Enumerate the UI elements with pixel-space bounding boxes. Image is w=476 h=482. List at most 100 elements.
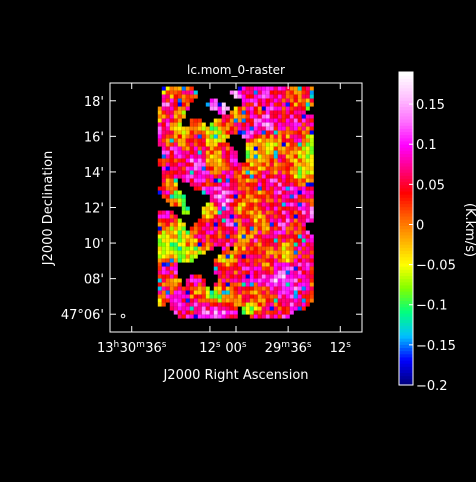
map-pixel	[257, 230, 262, 235]
map-pixel	[257, 290, 262, 295]
map-pixel	[253, 86, 258, 91]
map-pixel	[177, 230, 182, 235]
colorbar-swatch	[399, 228, 413, 233]
map-pixel	[273, 222, 278, 227]
map-pixel	[173, 174, 178, 179]
map-pixel	[221, 138, 226, 143]
map-pixel	[189, 286, 194, 291]
map-pixel	[225, 190, 230, 195]
map-pixel	[257, 242, 262, 247]
map-pixel	[169, 118, 174, 123]
map-pixel	[193, 298, 198, 303]
colorbar-tick-label: −0.2	[416, 379, 448, 394]
map-pixel	[201, 250, 206, 255]
map-pixel	[309, 90, 314, 95]
map-pixel	[277, 274, 282, 279]
map-pixel	[245, 174, 250, 179]
map-pixel	[297, 178, 302, 183]
map-pixel	[189, 178, 194, 183]
map-pixel	[309, 130, 314, 135]
map-pixel	[245, 230, 250, 235]
map-pixel	[201, 186, 206, 191]
map-pixel	[233, 126, 238, 131]
map-pixel	[177, 154, 182, 159]
map-pixel	[205, 218, 210, 223]
map-pixel	[281, 210, 286, 215]
map-pixel	[209, 314, 214, 319]
map-pixel	[309, 270, 314, 275]
map-pixel	[257, 118, 262, 123]
map-pixel	[197, 294, 202, 299]
map-pixel	[241, 110, 246, 115]
map-pixel	[173, 250, 178, 255]
map-pixel	[281, 126, 286, 131]
map-pixel	[165, 138, 170, 143]
map-pixel	[225, 150, 230, 155]
map-pixel	[169, 270, 174, 275]
map-pixel	[193, 170, 198, 175]
map-pixel	[209, 230, 214, 235]
map-pixel	[261, 182, 266, 187]
map-pixel	[237, 302, 242, 307]
map-pixel	[165, 94, 170, 99]
map-pixel	[301, 278, 306, 283]
map-pixel	[265, 214, 270, 219]
map-pixel	[269, 158, 274, 163]
map-pixel	[249, 218, 254, 223]
colorbar-swatch	[399, 366, 413, 370]
map-pixel	[285, 246, 290, 251]
y-tick-label: 10'	[84, 237, 104, 252]
map-pixel	[165, 98, 170, 103]
map-pixel	[309, 178, 314, 183]
map-pixel	[253, 146, 258, 151]
map-pixel	[173, 294, 178, 299]
map-pixel	[213, 266, 218, 271]
map-pixel	[193, 222, 198, 227]
map-pixel	[309, 202, 314, 207]
map-pixel	[249, 298, 254, 303]
map-pixel	[277, 230, 282, 235]
map-pixel	[221, 118, 226, 123]
map-pixel	[165, 242, 170, 247]
x-axis-label: J2000 Right Ascension	[162, 368, 308, 383]
map-pixel	[289, 202, 294, 207]
map-pixel	[221, 258, 226, 263]
map-pixel	[189, 314, 194, 319]
map-pixel	[257, 174, 262, 179]
map-pixel	[209, 218, 214, 223]
map-pixel	[285, 310, 290, 315]
map-pixel	[265, 158, 270, 163]
map-pixel	[209, 166, 214, 171]
map-pixel	[161, 226, 166, 231]
map-pixel	[305, 162, 310, 167]
map-pixel	[217, 178, 222, 183]
map-pixel	[193, 174, 198, 179]
map-pixel	[293, 186, 298, 191]
map-pixel	[261, 230, 266, 235]
map-pixel	[281, 198, 286, 203]
map-pixel	[269, 238, 274, 243]
map-pixel	[293, 174, 298, 179]
map-pixel	[161, 182, 166, 187]
map-pixel	[269, 178, 274, 183]
map-pixel	[257, 90, 262, 95]
map-pixel	[161, 286, 166, 291]
map-pixel	[281, 262, 286, 267]
map-pixel	[245, 118, 250, 123]
map-pixel	[157, 274, 162, 279]
map-pixel	[157, 114, 162, 119]
map-pixel	[261, 158, 266, 163]
map-pixel	[201, 238, 206, 243]
map-pixel	[157, 142, 162, 147]
map-pixel	[245, 310, 250, 315]
map-pixel	[213, 258, 218, 263]
map-pixel	[269, 234, 274, 239]
map-pixel	[177, 170, 182, 175]
colorbar-swatch	[399, 284, 413, 289]
map-pixel	[229, 150, 234, 155]
map-pixel	[273, 266, 278, 271]
map-pixel	[305, 170, 310, 175]
map-pixel	[265, 242, 270, 247]
map-pixel	[297, 250, 302, 255]
map-pixel	[241, 266, 246, 271]
